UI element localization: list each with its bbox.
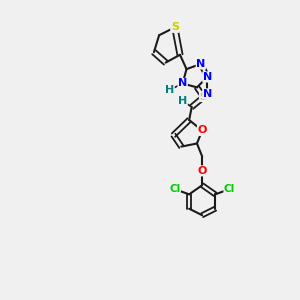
Text: N: N: [178, 79, 187, 88]
Text: S: S: [171, 22, 179, 32]
Text: Cl: Cl: [224, 184, 235, 194]
Text: N: N: [196, 59, 206, 69]
Text: N: N: [203, 89, 212, 99]
Text: S: S: [200, 92, 208, 101]
Text: H: H: [178, 96, 187, 106]
Text: O: O: [197, 125, 207, 135]
Text: N: N: [203, 72, 212, 82]
Text: H: H: [165, 85, 174, 95]
Text: Cl: Cl: [169, 184, 180, 194]
Text: O: O: [197, 166, 207, 176]
